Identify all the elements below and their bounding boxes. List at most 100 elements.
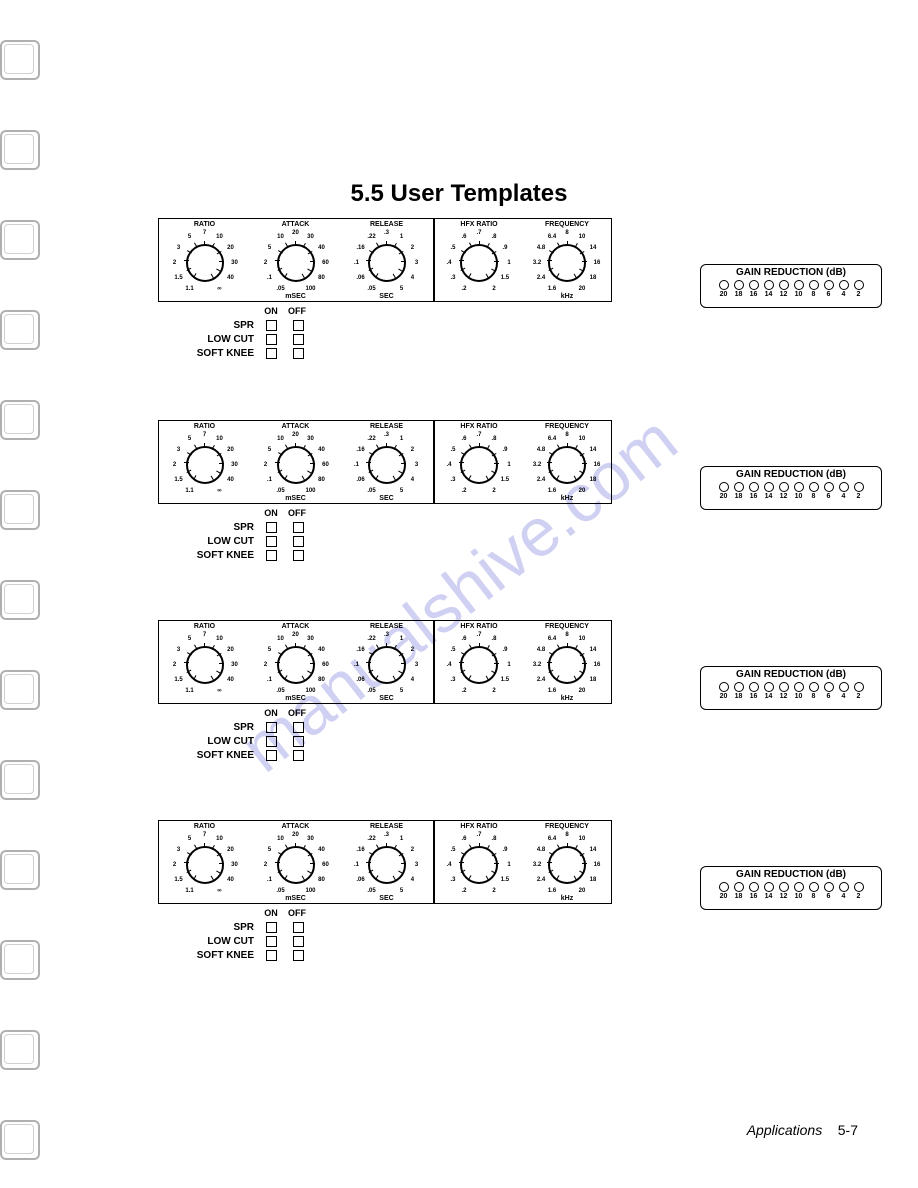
knob-dial[interactable]: .05.125102030406080100 (261, 630, 331, 700)
knob-tick (219, 863, 224, 864)
knob-tick-label: 30 (307, 234, 314, 240)
switch-checkbox-off[interactable] (293, 348, 304, 359)
knob-ratio: RATIO1.11.5235710203040∞ (159, 821, 250, 903)
switch-checkbox-on[interactable] (266, 536, 277, 547)
switch-checkbox-on[interactable] (266, 722, 277, 733)
knob-tick-label: .1 (267, 275, 272, 281)
switch-checkbox-on[interactable] (266, 750, 277, 761)
knob-tick-label: .5 (451, 647, 456, 653)
switch-checkbox-on[interactable] (266, 334, 277, 345)
knob-dial[interactable]: 1.62.43.24.86.481014161820 (532, 228, 602, 298)
switch-header-off: OFF (284, 306, 310, 316)
switch-checkbox-off[interactable] (293, 936, 304, 947)
gain-value: 12 (778, 291, 789, 298)
knob-tick-label: 20 (227, 447, 234, 453)
knob-dial[interactable]: .05.06.1.16.22.312345 (352, 430, 422, 500)
knob-dial[interactable]: .05.125102030406080100 (261, 430, 331, 500)
knob-title: HFX RATIO (435, 823, 523, 830)
knob-tick-label: 4.8 (537, 447, 545, 453)
knob-ratio: RATIO1.11.5235710203040∞ (159, 421, 250, 503)
knob-tick-label: 3.2 (533, 662, 541, 668)
knob-tick (184, 662, 189, 663)
switch-checkbox-off[interactable] (293, 536, 304, 547)
gain-title: GAIN REDUCTION (dB) (701, 869, 881, 880)
switch-checkbox-off[interactable] (293, 320, 304, 331)
switch-checkbox-off[interactable] (293, 736, 304, 747)
knob-tick (401, 261, 406, 262)
knob-tick-label: 18 (590, 477, 597, 483)
knob-dial[interactable]: .2.3.4.5.6.7.8.911.52 (444, 430, 514, 500)
knob-tick-label: 5 (268, 847, 271, 853)
switch-checkbox-off[interactable] (293, 722, 304, 733)
knob-dial[interactable]: 1.62.43.24.86.481014161820 (532, 830, 602, 900)
gain-led (749, 682, 759, 692)
switch-row: LOW CUT (158, 736, 432, 750)
knob-hfx-ratio: HFX RATIO.2.3.4.5.6.7.8.911.52 (435, 219, 523, 301)
gain-led (809, 482, 819, 492)
switch-checkbox-on[interactable] (266, 550, 277, 561)
switch-checkbox-on[interactable] (266, 320, 277, 331)
knob-dial[interactable]: .05.125102030406080100 (261, 228, 331, 298)
knob-dial[interactable]: .05.125102030406080100 (261, 830, 331, 900)
knob-dial[interactable]: 1.11.5235710203040∞ (170, 630, 240, 700)
knob-dial[interactable]: 1.11.5235710203040∞ (170, 430, 240, 500)
knob-tick-label: .16 (356, 447, 364, 453)
knob-dial[interactable]: .2.3.4.5.6.7.8.911.52 (444, 830, 514, 900)
knob-tick-label: 18 (590, 877, 597, 883)
knob-tick-label: .9 (502, 847, 507, 853)
gain-value: 2 (853, 291, 864, 298)
switch-checkbox-on[interactable] (266, 922, 277, 933)
knob-dial[interactable]: 1.62.43.24.86.481014161820 (532, 430, 602, 500)
switch-checkbox-off[interactable] (293, 522, 304, 533)
switch-checkbox-off[interactable] (293, 334, 304, 345)
knob-unit: SEC (341, 293, 432, 300)
switch-checkbox-off[interactable] (293, 922, 304, 933)
panel-hfx: HFX RATIO.2.3.4.5.6.7.8.911.52FREQUENCY1… (434, 820, 612, 904)
knob-circle (548, 446, 586, 484)
knob-tick-label: 2 (492, 888, 495, 894)
knob-tick-label: 2.4 (537, 275, 545, 281)
gain-value: 4 (838, 291, 849, 298)
switch-checkbox-on[interactable] (266, 950, 277, 961)
panel-dynamics: RATIO1.11.5235710203040∞ATTACK.05.125102… (158, 420, 434, 504)
knob-tick (386, 443, 387, 448)
switch-checkbox-on[interactable] (266, 522, 277, 533)
knob-dial[interactable]: .05.06.1.16.22.312345 (352, 830, 422, 900)
switch-row: SPR (158, 320, 432, 334)
knob-dial[interactable]: 1.62.43.24.86.481014161820 (532, 630, 602, 700)
knob-dial[interactable]: .05.06.1.16.22.312345 (352, 630, 422, 700)
switch-checkbox-off[interactable] (293, 750, 304, 761)
knob-tick (494, 261, 499, 262)
knob-dial[interactable]: .2.3.4.5.6.7.8.911.52 (444, 630, 514, 700)
knob-tick-label: 18 (590, 677, 597, 683)
knob-tick-label: .6 (461, 836, 466, 842)
switch-checkbox-on[interactable] (266, 936, 277, 947)
gain-value: 4 (838, 693, 849, 700)
knob-tick-label: 1.6 (548, 688, 556, 694)
knob-tick-label: .3 (384, 632, 389, 638)
knob-tick (494, 663, 499, 664)
knob-tick-label: 4.8 (537, 647, 545, 653)
switch-checkbox-off[interactable] (293, 550, 304, 561)
knob-dial[interactable]: 1.11.5235710203040∞ (170, 830, 240, 900)
knob-tick-label: 10 (277, 636, 284, 642)
knob-tick-label: .4 (446, 862, 451, 868)
gain-led (839, 280, 849, 290)
knob-tick-label: .4 (446, 260, 451, 266)
knob-tick-label: 5 (188, 636, 191, 642)
knob-tick-label: 10 (579, 636, 586, 642)
knob-dial[interactable]: .2.3.4.5.6.7.8.911.52 (444, 228, 514, 298)
knob-frequency: FREQUENCY1.62.43.24.86.481014161820kHz (523, 219, 611, 301)
knob-tick-label: 4 (411, 275, 414, 281)
knob-tick-label: 5 (188, 234, 191, 240)
knob-tick-label: 3.2 (533, 862, 541, 868)
knob-tick-label: .06 (356, 677, 364, 683)
knob-tick (295, 443, 296, 448)
knob-tick-label: 5 (400, 488, 403, 494)
switch-checkbox-on[interactable] (266, 348, 277, 359)
switch-checkbox-on[interactable] (266, 736, 277, 747)
switch-checkbox-off[interactable] (293, 950, 304, 961)
knob-dial[interactable]: 1.11.5235710203040∞ (170, 228, 240, 298)
knob-tick-label: 10 (216, 234, 223, 240)
knob-dial[interactable]: .05.06.1.16.22.312345 (352, 228, 422, 298)
